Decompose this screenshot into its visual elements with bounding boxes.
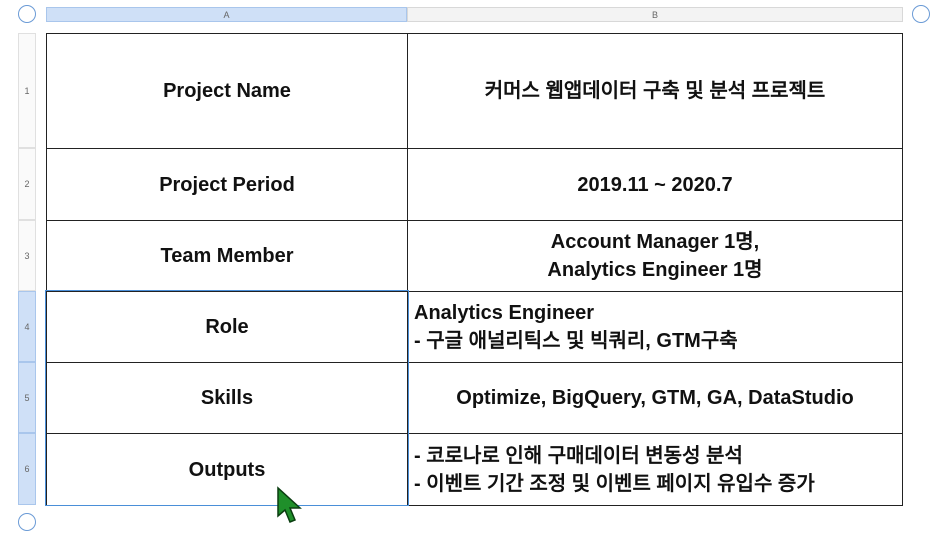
row-header: 3 [18, 220, 36, 291]
column-header: B [407, 7, 903, 22]
cell-line: Account Manager 1명, [550, 231, 760, 253]
value-cell: - 코로나로 인해 구매데이터 변동성 분석 - 이벤트 기간 조정 및 이벤트 … [407, 433, 903, 506]
cell-line: Analytics Engineer [414, 302, 595, 324]
cell-line: - 코로나로 인해 구매데이터 변동성 분석 [414, 444, 743, 467]
label-cell: Role [46, 291, 408, 363]
value-cell: Analytics Engineer - 구글 애널리틱스 및 빅쿼리, GTM구… [407, 291, 903, 363]
add-column-button[interactable] [912, 5, 930, 23]
value-cell: 2019.11 ~ 2020.7 [407, 148, 903, 221]
row-header: 6 [18, 433, 36, 505]
cell-line: Optimize, BigQuery, GTM, GA, DataStudio [456, 387, 854, 409]
cell-line: - 구글 애널리틱스 및 빅쿼리, GTM구축 [414, 330, 738, 352]
label-cell: Team Member [46, 220, 408, 292]
add-row-button[interactable] [18, 513, 36, 531]
row-header: 2 [18, 148, 36, 220]
value-cell: 커머스 웹앱데이터 구축 및 분석 프로젝트 [407, 33, 903, 149]
cell-line: 커머스 웹앱데이터 구축 및 분석 프로젝트 [484, 80, 826, 102]
row-header: 5 [18, 362, 36, 433]
row-header: 4 [18, 291, 36, 362]
value-cell: Optimize, BigQuery, GTM, GA, DataStudio [407, 362, 903, 434]
cursor [277, 486, 302, 523]
label-cell: Project Period [46, 148, 408, 221]
value-cell: Account Manager 1명, Analytics Engineer 1명 [407, 220, 903, 292]
label-cell: Outputs [46, 433, 408, 506]
column-header: A [46, 7, 407, 22]
select-all-button[interactable] [18, 5, 36, 23]
cell-line: 2019.11 ~ 2020.7 [577, 173, 733, 196]
label-cell: Skills [46, 362, 408, 434]
cell-line: - 이벤트 기간 조정 및 이벤트 페이지 유입수 증가 [414, 472, 815, 495]
row-header: 1 [18, 33, 36, 148]
label-cell: Project Name [46, 33, 408, 149]
cell-line: Analytics Engineer 1명 [547, 259, 763, 281]
